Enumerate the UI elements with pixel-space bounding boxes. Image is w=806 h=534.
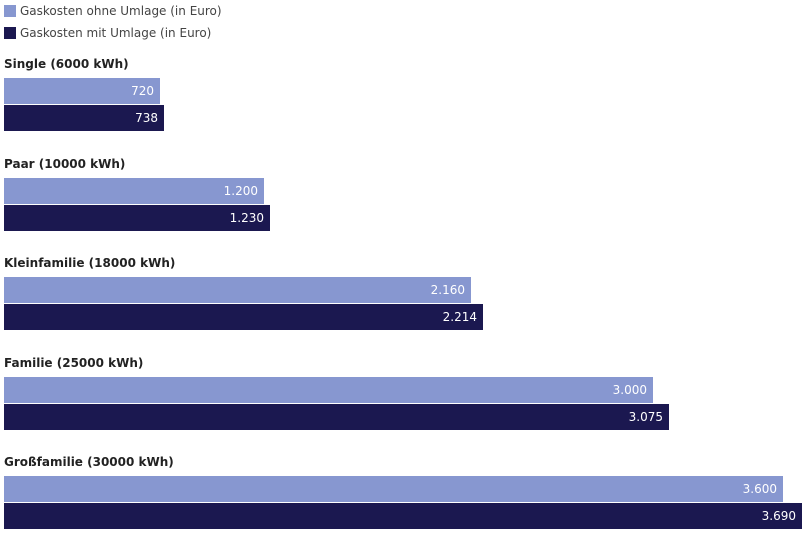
- bar-value-label: 3.690: [761, 509, 796, 523]
- category-label-familie-25000-kwh: Familie (25000 kWh): [4, 355, 144, 370]
- legend-label-mit-umlage: Gaskosten mit Umlage (in Euro): [20, 26, 212, 40]
- bar-single-6000-kwh-series-1: 720: [4, 78, 160, 104]
- category-label-paar-10000-kwh: Paar (10000 kWh): [4, 156, 126, 171]
- bar-kleinfamilie-18000-kwh-series-1: 2.160: [4, 277, 471, 303]
- legend-label-ohne-umlage: Gaskosten ohne Umlage (in Euro): [20, 4, 222, 18]
- legend-swatch-mit-umlage: [4, 27, 16, 39]
- bar-value-label: 1.230: [229, 210, 264, 225]
- bar-paar-10000-kwh-series-2: 1.230: [4, 204, 270, 231]
- legend-item-mit-umlage: Gaskosten mit Umlage (in Euro): [4, 22, 222, 44]
- bar-single-6000-kwh-series-2: 738: [4, 105, 164, 131]
- bar-value-label: 1.200: [223, 183, 258, 198]
- bar-familie-25000-kwh-series-1: 3.000: [4, 376, 653, 403]
- bar-value-label: 3.075: [628, 409, 663, 424]
- category-label-grossfamilie-30000-kwh: Großfamilie (30000 kWh): [4, 455, 174, 469]
- bar-familie-25000-kwh-series-2: 3.075: [4, 403, 669, 430]
- bar-value-label: 2.214: [442, 310, 477, 324]
- bar-grossfamilie-30000-kwh-series-1: 3.600: [4, 476, 783, 502]
- legend: Gaskosten ohne Umlage (in Euro) Gaskoste…: [4, 0, 222, 44]
- bar-kleinfamilie-18000-kwh-series-2: 2.214: [4, 304, 483, 330]
- category-label-single-6000-kwh: Single (6000 kWh): [4, 57, 129, 71]
- bar-grossfamilie-30000-kwh-series-2: 3.690: [4, 503, 802, 529]
- bar-paar-10000-kwh-series-1: 1.200: [4, 177, 264, 204]
- bar-value-label: 738: [135, 111, 158, 125]
- bar-value-label: 3.000: [612, 382, 647, 397]
- bar-value-label: 720: [131, 84, 154, 98]
- bar-value-label: 3.600: [742, 482, 777, 496]
- bar-value-label: 2.160: [430, 283, 465, 297]
- category-label-kleinfamilie-18000-kwh: Kleinfamilie (18000 kWh): [4, 256, 176, 270]
- legend-swatch-ohne-umlage: [4, 5, 16, 17]
- legend-item-ohne-umlage: Gaskosten ohne Umlage (in Euro): [4, 0, 222, 22]
